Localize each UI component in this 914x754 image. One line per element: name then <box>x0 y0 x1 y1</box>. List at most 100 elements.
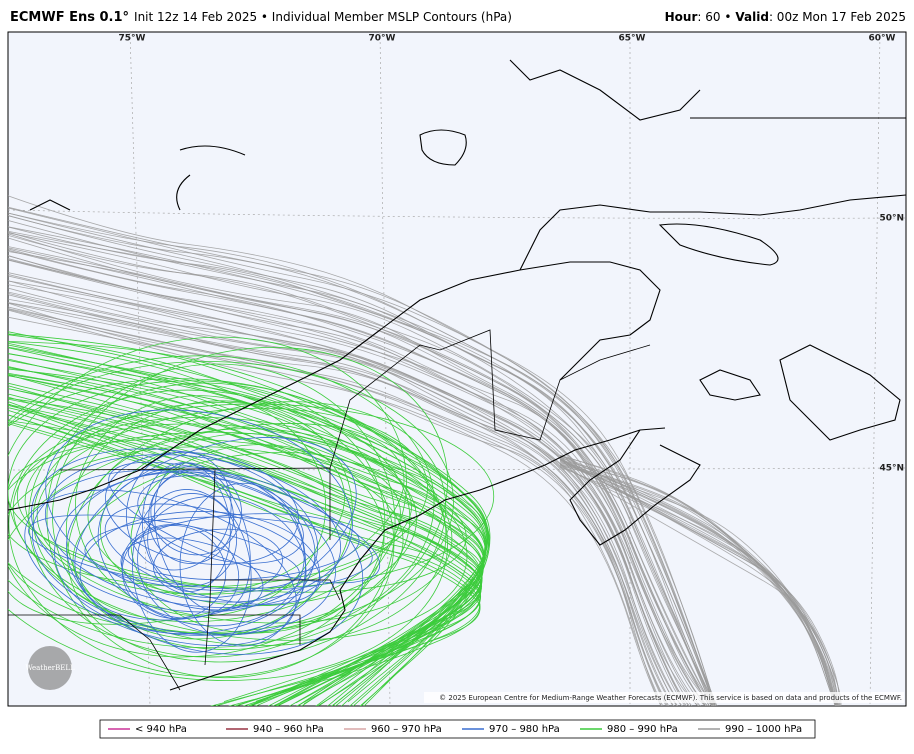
contour-990-1000 <box>559 463 842 706</box>
lake <box>419 129 467 166</box>
contour-970-980 <box>108 461 381 584</box>
header-right: Hour: 60 • Valid: 00z Mon 17 Feb 2025 <box>665 10 906 24</box>
contour-970-980 <box>44 454 342 608</box>
contour-990-1000 <box>559 456 840 706</box>
contour-980-990 <box>8 407 482 706</box>
contour-990-1000 <box>8 292 683 706</box>
contour-980-990 <box>17 403 495 589</box>
contour-980-990 <box>8 385 483 702</box>
lon-label: 70°W <box>369 34 396 44</box>
contour-990-1000 <box>8 230 715 706</box>
logo-circle <box>28 646 72 690</box>
contour-990-1000 <box>559 461 837 706</box>
valid-label: Valid <box>735 10 769 24</box>
legend-label: 990 – 1000 hPa <box>725 724 802 735</box>
contour-970-980 <box>97 466 305 627</box>
contour-990-1000 <box>8 280 691 706</box>
contour-970-980 <box>79 511 320 636</box>
contour-980-990 <box>46 363 396 679</box>
header-left: ECMWF Ens 0.1° Init 12z 14 Feb 2025 • Ind… <box>10 10 512 25</box>
valid-value: : 00z Mon 17 Feb 2025 <box>769 10 906 24</box>
contour-980-990 <box>8 368 485 705</box>
contour-990-1000 <box>8 248 710 706</box>
coast-nova-scotia <box>569 429 701 546</box>
lon-label: 65°W <box>619 34 646 44</box>
contour-990-1000 <box>8 306 674 706</box>
contour-970-980 <box>141 462 231 592</box>
contour-980-990 <box>8 404 482 706</box>
contour-970-980 <box>153 528 283 598</box>
contour-990-1000 <box>8 275 699 706</box>
pei <box>699 369 761 401</box>
contour-970-980 <box>120 537 264 611</box>
copyright: © 2025 European Centre for Medium-Range … <box>439 694 902 702</box>
legend-label: 980 – 990 hPa <box>607 724 678 735</box>
contour-990-1000 <box>8 308 662 706</box>
contour-970-980 <box>28 514 300 590</box>
contour-980-990 <box>8 372 485 704</box>
coast-st-lawrence <box>8 261 661 511</box>
copyright-bg <box>424 692 904 703</box>
contour-980-990 <box>24 416 453 624</box>
lon-label: 75°W <box>119 34 146 44</box>
contour-980-990 <box>75 395 327 617</box>
legend-label: 970 – 980 hPa <box>489 724 560 735</box>
contour-980-990 <box>8 382 484 703</box>
contour-980-990 <box>87 428 417 607</box>
logo-text: WeatherBELL <box>25 664 75 672</box>
contour-990-1000 <box>8 206 717 706</box>
contours <box>8 195 842 706</box>
contour-990-1000 <box>8 291 683 706</box>
contour-980-990 <box>8 353 486 706</box>
contour-990-1000 <box>8 233 713 706</box>
contour-980-990 <box>8 393 483 706</box>
contour-980-990 <box>36 407 428 595</box>
coast-labrador <box>509 59 701 121</box>
contour-980-990 <box>28 382 386 658</box>
coast-north-shore <box>519 194 906 271</box>
legend-label: 940 – 960 hPa <box>253 724 324 735</box>
legend-label: < 940 hPa <box>135 724 187 735</box>
hour-value: : 60 • <box>697 10 731 24</box>
legend-box <box>99 719 816 739</box>
contour-990-1000 <box>8 302 670 706</box>
contour-990-1000 <box>8 316 664 706</box>
coastlines <box>8 59 906 691</box>
contour-990-1000 <box>8 212 716 706</box>
contour-980-990 <box>8 336 407 658</box>
coast-us <box>169 427 666 691</box>
contour-990-1000 <box>8 249 713 706</box>
graticule <box>8 32 906 706</box>
contour-970-980 <box>45 409 353 603</box>
graticule-labels: 75°W 70°W 65°W 60°W 50°N 45°N <box>119 34 904 474</box>
hour-label: Hour <box>665 10 698 24</box>
lakes-north <box>29 145 246 211</box>
contour-990-1000 <box>8 255 707 706</box>
contour-980-990 <box>8 378 448 681</box>
contour-970-980 <box>154 462 251 612</box>
contour-980-990 <box>52 346 448 650</box>
contour-980-990 <box>8 358 486 706</box>
contour-980-990 <box>8 341 490 706</box>
borders <box>8 329 651 691</box>
contour-980-990 <box>8 355 435 648</box>
contour-980-990 <box>8 375 484 706</box>
contour-990-1000 <box>8 308 667 706</box>
contour-990-1000 <box>8 226 716 706</box>
map-frame <box>7 31 907 707</box>
lat-label: 45°N <box>879 464 904 474</box>
contour-990-1000 <box>8 287 686 706</box>
parallels <box>8 209 906 471</box>
map: WeatherBELL <box>8 32 906 706</box>
model: ECMWF Ens 0.1° <box>10 10 129 25</box>
legend: < 940 hPa 940 – 960 hPa 960 – 970 hPa 970 –… <box>108 724 802 735</box>
contour-990-1000 <box>559 458 839 706</box>
contour-980-990 <box>8 401 482 706</box>
contour-980-990 <box>8 388 483 706</box>
contour-990-1000 <box>8 234 716 706</box>
contour-980-990 <box>72 451 401 623</box>
contour-990-1000 <box>8 298 675 706</box>
contour-980-990 <box>8 334 489 703</box>
legend-label: 960 – 970 hPa <box>371 724 442 735</box>
